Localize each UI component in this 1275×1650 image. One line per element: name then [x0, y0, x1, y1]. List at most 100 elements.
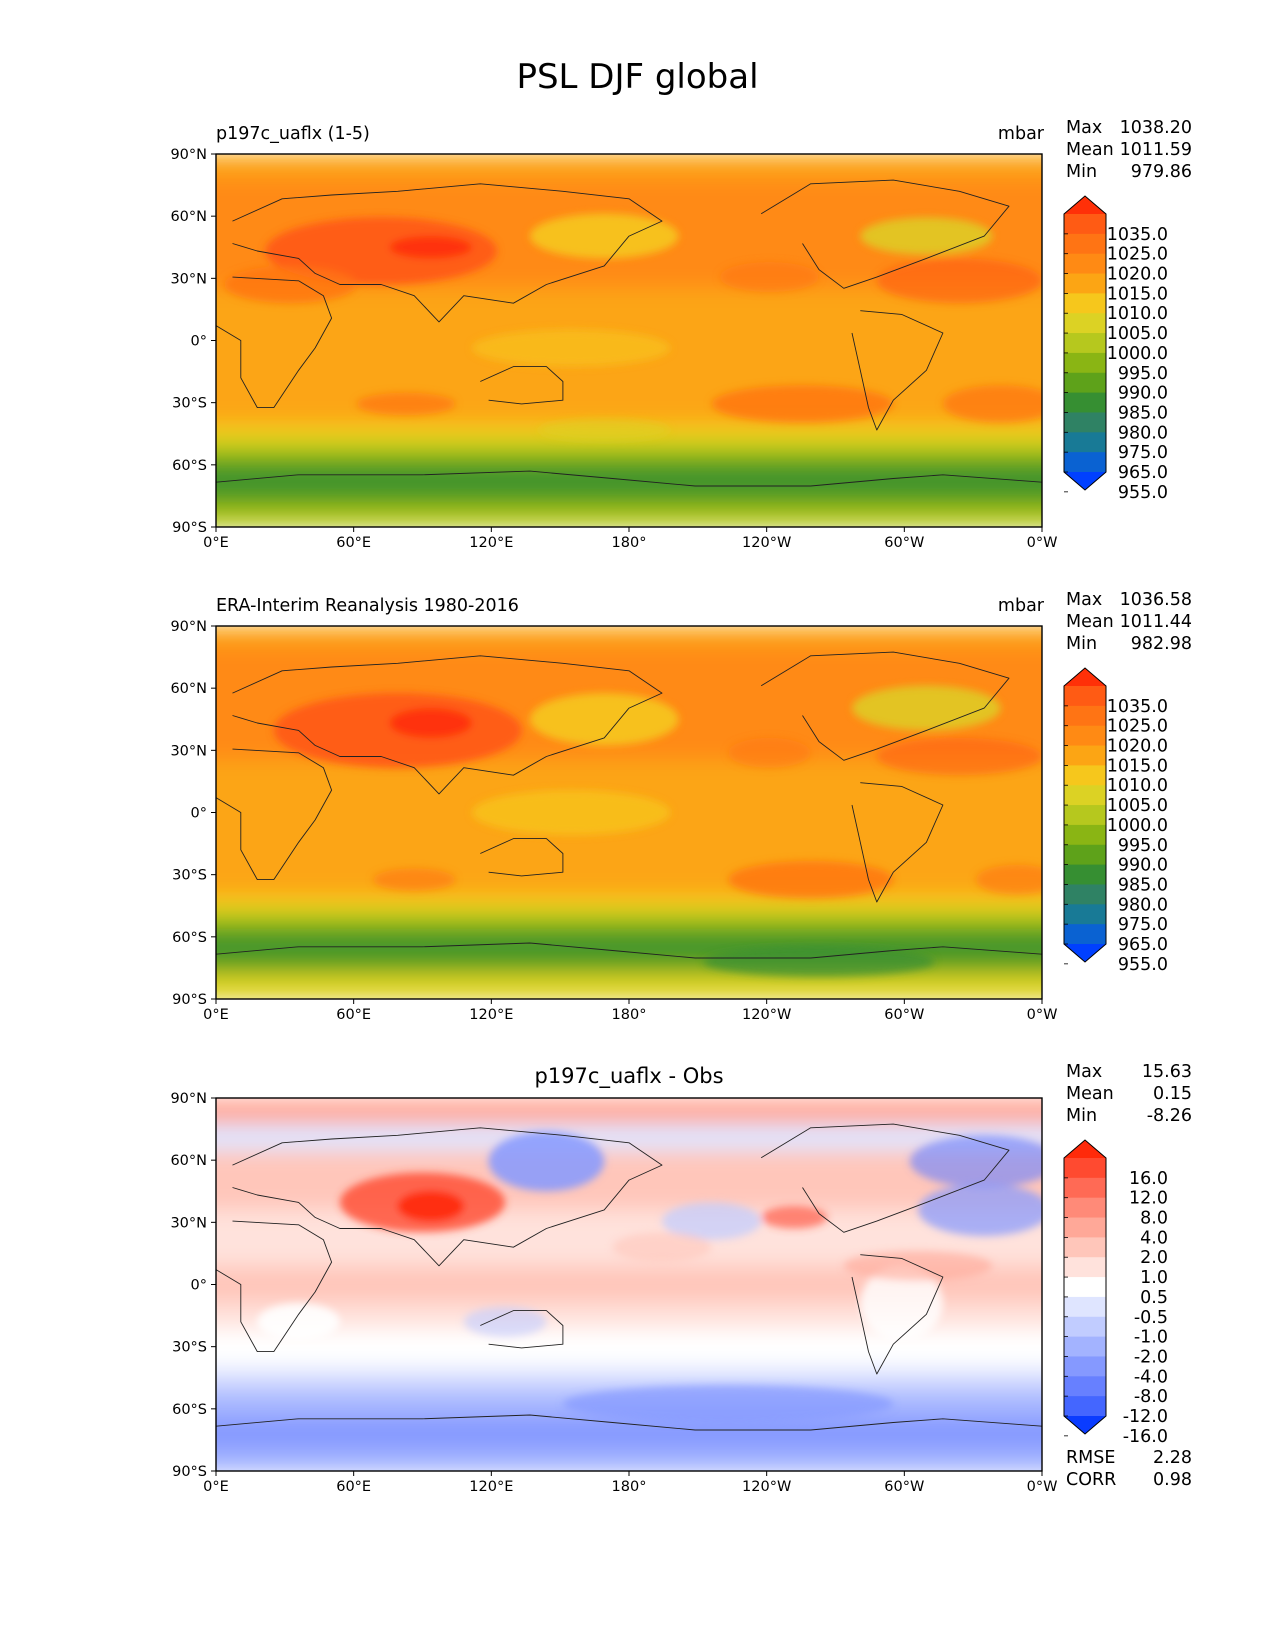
contour-feature-3-6 [662, 1202, 762, 1240]
contour-band-2-2 [216, 644, 1042, 680]
colorbar-3-slab-2 [1064, 1177, 1106, 1199]
x-tick-label-1-2: 60°E [336, 535, 371, 551]
panel-3-corr-value: 0.98 [1153, 1470, 1192, 1490]
coastline-1-6 [216, 470, 1042, 487]
colorbar-2-slab-10 [1064, 864, 1106, 885]
y-tick-label-3-6: 60°S [172, 1402, 207, 1418]
contour-band-2-12 [216, 928, 1042, 941]
colorbar-2-label-3: 1020.0 [1107, 737, 1168, 757]
contour-feature-1-4 [529, 213, 679, 259]
y-tick-label-2-1: 90°N [170, 619, 207, 635]
panel-3-title: p197c_uaflx - Obs [534, 1064, 724, 1088]
contour-band-3-12 [216, 1418, 1042, 1450]
contour-feature-1-1 [265, 217, 497, 285]
colorbar-1-slab-4 [1064, 273, 1106, 294]
colorbar-1-slab-6 [1064, 313, 1106, 334]
colorbar-3-slab-8 [1064, 1296, 1106, 1318]
colorbar-3-label-1: 16.0 [1129, 1169, 1168, 1189]
contour-feature-2-6 [728, 737, 811, 768]
colorbar-3-slab-5 [1064, 1237, 1106, 1258]
colorbar-3-slab-7 [1064, 1277, 1106, 1298]
y-tick-label-3-7: 90°S [172, 1464, 207, 1480]
colorbar-3-label-3: 8.0 [1140, 1209, 1168, 1229]
panel-1-stat-mean-value: 1011.59 [1119, 140, 1192, 160]
coastline-1-1 [232, 183, 663, 323]
panel-1-stat-max-label: Max [1066, 118, 1103, 138]
colorbar-1-label-2: 1025.0 [1107, 245, 1168, 265]
y-tick-label-3-2: 60°N [170, 1153, 207, 1169]
panel-2-units: mbar [997, 596, 1044, 616]
contour-band-2-11 [216, 920, 1042, 930]
contour-band-2-15 [216, 972, 1042, 999]
contour-band-1-1 [216, 154, 1042, 178]
contour-feature-3-3 [488, 1131, 605, 1192]
y-tick-label-2-6: 60°S [172, 930, 207, 946]
contour-band-2-8 [216, 894, 1042, 907]
x-tick-label-2-3: 120°E [469, 1007, 513, 1023]
panel-3-stat-max-label: Max [1066, 1062, 1103, 1082]
coastline-2-5 [851, 782, 944, 903]
panel-2-stat-max-label: Max [1066, 590, 1103, 610]
contour-feature-1-10 [942, 385, 1042, 423]
colorbar-1-label-10: 985.0 [1118, 403, 1168, 423]
colorbar-3-label-8: -0.5 [1134, 1308, 1168, 1328]
colorbar-3-label-7: 0.5 [1140, 1288, 1168, 1308]
colorbar-1-label-8: 995.0 [1118, 364, 1168, 384]
y-tick-label-1-6: 60°S [172, 458, 207, 474]
x-tick-label-2-1: 0°E [203, 1007, 229, 1023]
x-tick-label-1-1: 0°E [203, 535, 229, 551]
colorbar-1-label-7: 1000.0 [1107, 344, 1168, 364]
panel-3-corr-label: CORR [1066, 1470, 1117, 1490]
colorbar-2-label-14: 955.0 [1118, 955, 1168, 975]
colorbar-2-label-13: 965.0 [1118, 935, 1168, 955]
coastline-1-2 [216, 276, 333, 409]
y-tick-label-2-2: 60°N [170, 681, 207, 697]
colorbar-2-label-7: 1000.0 [1107, 816, 1168, 836]
colorbar-2-slab-12 [1064, 904, 1106, 925]
colorbar-3-extend-top [1064, 1140, 1106, 1158]
x-tick-label-1-4: 180° [612, 535, 647, 551]
colorbar-1-extend-top [1064, 196, 1106, 214]
panel-1-stat-min-value: 979.86 [1130, 162, 1192, 182]
contour-feature-3-10 [612, 1232, 712, 1263]
colorbar-1: 1035.01025.01020.01015.01010.01005.01000… [1063, 195, 1168, 503]
contour-feature-3-4 [909, 1135, 1042, 1188]
contour-feature-3-8 [463, 1306, 547, 1337]
contour-feature-2-11 [703, 946, 935, 977]
contour-feature-1-2 [389, 236, 473, 259]
colorbar-2-slab-8 [1064, 824, 1106, 846]
contour-band-2-10 [216, 913, 1042, 922]
x-tick-label-3-5: 120°W [742, 1479, 791, 1495]
y-tick-label-2-3: 30°N [170, 743, 207, 759]
x-tick-label-3-4: 180° [612, 1479, 647, 1495]
colorbar-1-slab-9 [1064, 372, 1106, 394]
colorbar-1-slab-12 [1064, 432, 1106, 453]
colorbar-3-slab-6 [1064, 1257, 1106, 1278]
x-tick-label-1-5: 120°W [742, 535, 791, 551]
coastline-3-1 [232, 1127, 663, 1267]
contour-feature-3-11 [860, 1265, 943, 1341]
coastline-3-3 [480, 1310, 564, 1349]
contour-feature-3-12 [562, 1385, 894, 1423]
field-features-3 [257, 1131, 1042, 1423]
map-panel-2 [216, 626, 1042, 999]
colorbar-3-label-5: 2.0 [1140, 1248, 1168, 1268]
colorbar-1-label-4: 1015.0 [1107, 284, 1168, 304]
colorbar-2: 1035.01025.01020.01015.01010.01005.01000… [1063, 667, 1168, 975]
contour-band-1-14 [216, 489, 1042, 510]
coastline-3-2 [216, 1220, 333, 1353]
colorbar-1-label-13: 965.0 [1118, 463, 1168, 483]
panel-2-title: ERA-Interim Reanalysis 1980-2016 [216, 596, 519, 616]
contour-band-1-7 [216, 385, 1042, 424]
colorbar-2-extend-bottom [1064, 944, 1106, 962]
colorbar-1-slab-10 [1064, 392, 1106, 413]
colorbar-1-label-3: 1020.0 [1107, 265, 1168, 285]
y-tick-label-3-1: 90°N [170, 1091, 207, 1107]
colorbar-2-slab-7 [1064, 805, 1106, 826]
colorbar-3-extend-bottom [1064, 1416, 1106, 1434]
colorbar-3-label-4: 4.0 [1140, 1228, 1168, 1248]
colorbar-1-slab-3 [1064, 253, 1106, 275]
contour-feature-2-5 [876, 737, 1042, 776]
contour-feature-1-11 [472, 329, 671, 367]
contour-band-3-1 [216, 1098, 1042, 1126]
